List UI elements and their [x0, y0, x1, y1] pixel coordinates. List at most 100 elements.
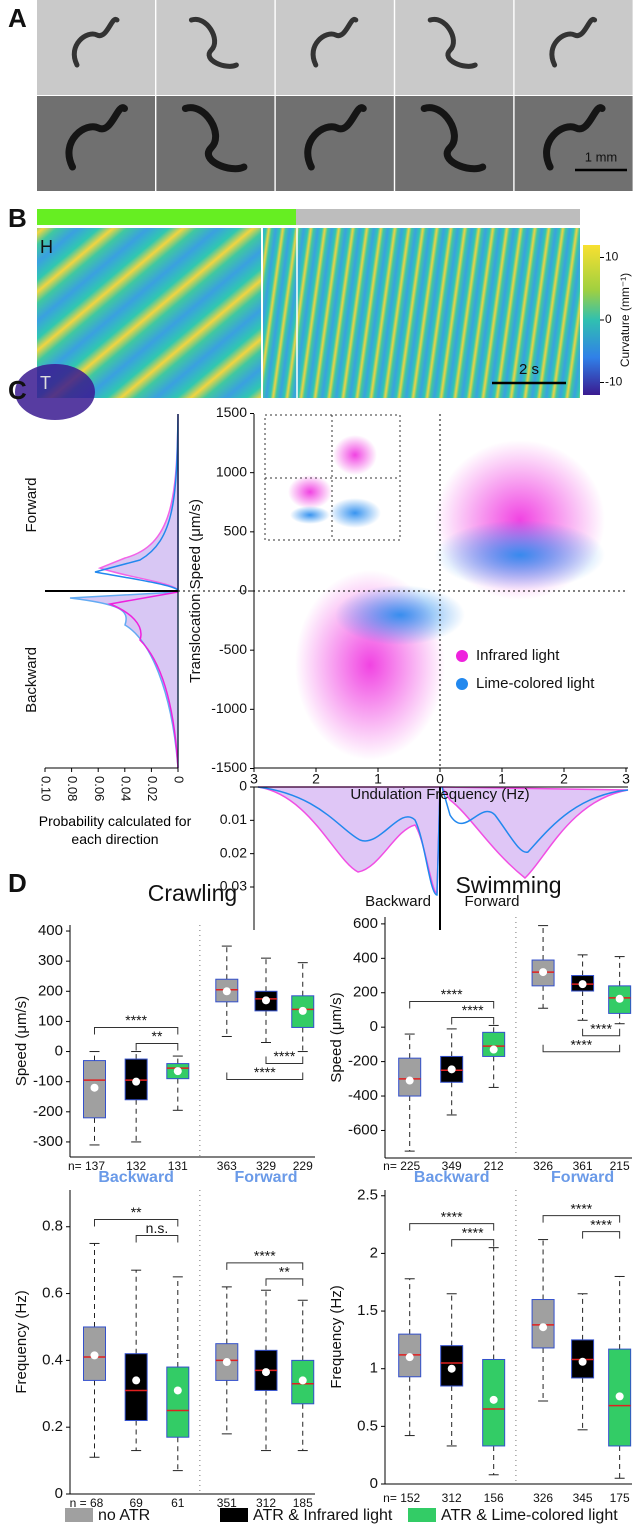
- significance-label: ****: [441, 986, 463, 1002]
- image-tile: [37, 96, 155, 191]
- y-tick-label: 1: [370, 1360, 378, 1377]
- histogram: [97, 413, 179, 592]
- mean: [578, 980, 587, 989]
- x-tick-label: 1: [498, 771, 506, 787]
- y-tick-label: -300: [33, 1133, 63, 1150]
- histogram: [257, 786, 441, 894]
- y-tick-label: 1.5: [357, 1302, 378, 1319]
- significance-label: ****: [254, 1064, 276, 1080]
- y-axis-label: Speed (μm/s): [328, 992, 345, 1082]
- n-label: 312: [442, 1491, 462, 1505]
- box: [482, 1031, 506, 1057]
- chart-title: Swimming: [455, 872, 561, 898]
- panel-label: D: [8, 868, 27, 898]
- light-bar: [296, 209, 580, 225]
- x-tick-label: 3: [622, 771, 630, 787]
- n-label: 215: [610, 1159, 630, 1173]
- y-tick-label: 0: [370, 1018, 378, 1035]
- significance-bracket: [542, 1215, 621, 1223]
- y-tick-label: 0: [370, 1475, 378, 1492]
- n-label: 351: [217, 1496, 237, 1510]
- panel-label: B: [8, 203, 27, 233]
- significance-bracket: [265, 1278, 304, 1286]
- y-tick-label: -600: [348, 1121, 378, 1138]
- x-tick-label: 0.04: [118, 776, 133, 801]
- mean: [222, 987, 231, 996]
- chart-title: Crawling: [148, 880, 237, 906]
- direction-label: Backward: [23, 647, 40, 713]
- legend-marker: [456, 650, 468, 662]
- mean: [173, 1386, 182, 1395]
- y-tick-label: -400: [348, 1087, 378, 1104]
- image-tile: [37, 0, 155, 95]
- mean: [222, 1358, 231, 1367]
- legend-swatch: [65, 1508, 93, 1522]
- significance-label: ****: [590, 1216, 612, 1232]
- legend-marker: [456, 678, 468, 690]
- significance-bracket: [451, 1239, 495, 1247]
- histogram: [441, 786, 629, 853]
- significance-label: ****: [273, 1048, 295, 1064]
- box: [166, 1366, 190, 1438]
- x-tick-label: 0.06: [92, 776, 107, 801]
- image-tile: [275, 96, 394, 191]
- significance-bracket: [582, 1028, 621, 1037]
- scale-label: 1 mm: [585, 149, 618, 164]
- scatter-cloud: [335, 585, 465, 645]
- n-label: 212: [484, 1159, 504, 1173]
- x-tick-label: 0.10: [39, 776, 54, 801]
- mean: [578, 1357, 587, 1366]
- kymograph: [262, 228, 580, 398]
- significance-bracket: [451, 1016, 495, 1025]
- mean: [262, 996, 270, 1005]
- direction-label: Backward: [365, 893, 431, 910]
- image-tile: [514, 0, 633, 95]
- group-label: Backward: [98, 1169, 174, 1186]
- y-tick-label: 1000: [216, 463, 247, 479]
- tail-label: T: [40, 373, 51, 393]
- inset-cloud: [288, 475, 332, 509]
- x-tick-label: 0.08: [65, 776, 80, 801]
- significance-label: ****: [462, 1224, 484, 1240]
- mean: [132, 1077, 141, 1086]
- mean: [90, 1083, 99, 1092]
- x-tick-label: 3: [250, 771, 258, 787]
- n-label: 229: [293, 1159, 313, 1173]
- mean: [298, 1006, 307, 1015]
- significance-bracket: [542, 1044, 621, 1053]
- colorbar-label: Curvature (mm⁻¹): [618, 273, 632, 367]
- legend-label: ATR & Lime-colored light: [441, 1507, 618, 1524]
- n-label: 363: [217, 1159, 237, 1173]
- significance-label: ****: [590, 1020, 612, 1036]
- n-label: 156: [484, 1491, 504, 1505]
- y-tick-label: 0.6: [42, 1285, 63, 1302]
- colorbar: [583, 245, 600, 395]
- y-axis-label: Frequency (Hz): [328, 1285, 345, 1388]
- mean: [132, 1376, 141, 1385]
- y-tick-label: 2: [370, 1244, 378, 1261]
- y-tick-label: 0.2: [42, 1418, 63, 1435]
- y-tick-label: 0.5: [357, 1417, 378, 1434]
- y-tick-label: 0: [239, 582, 247, 598]
- group-label: Forward: [234, 1169, 297, 1186]
- group-label: Backward: [414, 1169, 490, 1186]
- colorbar-tick-label: 10: [605, 250, 619, 264]
- significance-label: ****: [462, 1002, 484, 1018]
- x-tick-label: 2: [312, 771, 320, 787]
- inset-cloud: [333, 435, 377, 475]
- significance-label: ****: [254, 1248, 276, 1264]
- n-label: 361: [573, 1159, 593, 1173]
- y-tick-label: -500: [219, 641, 247, 657]
- y-tick-label: 0.03: [220, 878, 247, 894]
- y-tick-label: -200: [33, 1103, 63, 1120]
- significance-bracket: [582, 1231, 621, 1239]
- y-tick-label: 500: [224, 523, 248, 539]
- significance-label: **: [279, 1264, 290, 1280]
- scatter-cloud: [435, 520, 605, 590]
- y-tick-label: 200: [353, 984, 378, 1001]
- significance-bracket: [94, 1027, 179, 1035]
- image-tile: [275, 0, 394, 95]
- significance-bracket: [409, 1223, 495, 1231]
